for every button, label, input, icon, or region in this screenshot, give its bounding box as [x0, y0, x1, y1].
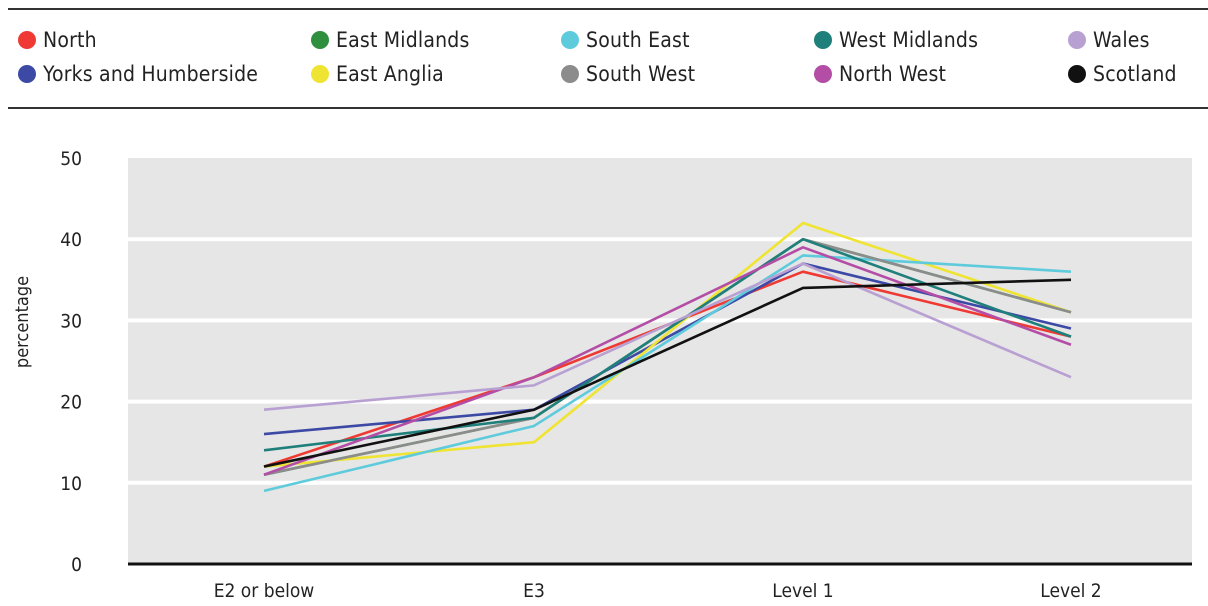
legend-label: South East [586, 28, 690, 52]
legend-label: West Midlands [839, 28, 979, 52]
legend-swatch [561, 31, 579, 49]
x-tick-label: Level 2 [1040, 580, 1101, 602]
x-tick-label: E3 [523, 580, 545, 602]
y-tick-label: 10 [60, 473, 82, 495]
legend-item-west-midlands: West Midlands [814, 26, 978, 54]
y-tick-label: 50 [60, 148, 82, 170]
legend-label: South West [586, 62, 696, 86]
legend-label: Scotland [1093, 62, 1177, 86]
legend-swatch [311, 65, 329, 83]
series-line-scotland [263, 278, 1072, 468]
series-line-wales [263, 262, 1072, 412]
x-tick-label: E2 or below [214, 580, 315, 602]
y-axis-ticks: 0 10 20 30 40 50 [60, 148, 82, 576]
legend-item-east-midlands: East Midlands [311, 26, 470, 54]
legend-item-north: North [18, 26, 97, 54]
legend-swatch [18, 31, 36, 49]
legend-item-south-east: South East [561, 26, 690, 54]
series-line-west-midlands [263, 237, 1072, 452]
series-line-east-anglia [263, 221, 1072, 468]
legend-item-east-anglia: East Anglia [311, 60, 444, 88]
legend-divider [8, 107, 1208, 109]
series-line-south-east [263, 254, 1072, 493]
legend-label: East Midlands [336, 28, 470, 52]
legend-item-scotland: Scotland [1068, 60, 1177, 88]
y-axis-label: percentage [12, 276, 33, 368]
y-tick-label: 0 [71, 554, 82, 576]
legend-item-yorks-and-humberside: Yorks and Humberside [18, 60, 258, 88]
x-tick-label: Level 1 [772, 580, 833, 602]
plot-area [128, 158, 1192, 564]
legend-swatch [814, 65, 832, 83]
y-tick-label: 40 [60, 229, 82, 251]
legend-item-south-west: South West [561, 60, 695, 88]
legend-swatch [311, 31, 329, 49]
legend-item-north-west: North West [814, 60, 946, 88]
legend-swatch [561, 65, 579, 83]
legend-swatch [814, 31, 832, 49]
legend-label: Yorks and Humberside [43, 62, 259, 86]
legend-swatch [18, 65, 36, 83]
top-rule [8, 8, 1208, 10]
legend-label: North [43, 28, 97, 52]
chart-legend: North Yorks and Humberside East Midlands Ea… [18, 26, 1208, 106]
x-axis-ticks: E2 or below E3 Level 1 Level 2 [214, 580, 1102, 602]
series-line-north-west [263, 246, 1072, 476]
y-tick-label: 20 [60, 392, 82, 414]
legend-item-wales: Wales [1068, 26, 1150, 54]
series-lines [263, 221, 1072, 493]
y-tick-label: 30 [60, 310, 82, 332]
legend-label: Wales [1093, 28, 1150, 52]
gridlines [128, 237, 1192, 485]
legend-swatch [1068, 65, 1086, 83]
legend-label: North West [839, 62, 947, 86]
legend-label: East Anglia [336, 62, 444, 86]
legend-swatch [1068, 31, 1086, 49]
